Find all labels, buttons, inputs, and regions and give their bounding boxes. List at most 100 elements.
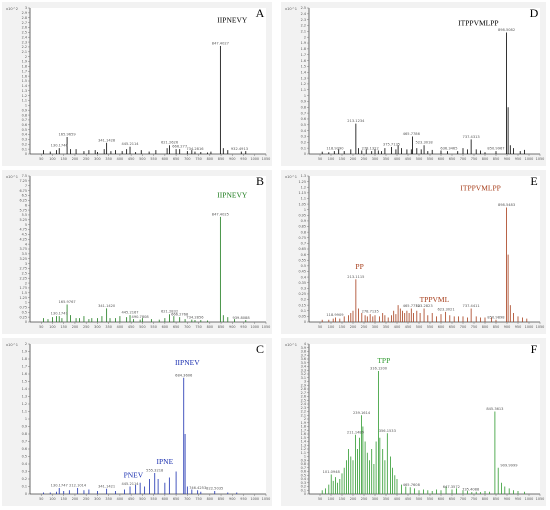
panel-letter: C <box>256 342 264 356</box>
x-tick-label: 1050 <box>536 157 545 161</box>
x-tick-label: 500 <box>416 157 422 161</box>
peptide-annotation: PNEV <box>124 471 144 480</box>
x-tick-label: 150 <box>339 157 345 161</box>
x-tick-label: 600 <box>438 157 444 161</box>
y-tick-label: 6 <box>25 203 27 207</box>
y-tick-label: 1.3 <box>301 76 306 80</box>
y-tick-label: 7 <box>25 184 27 188</box>
x-tick-label: 50 <box>39 325 43 329</box>
y-tick-label: 0.65 <box>298 247 306 251</box>
peak-label: 623.3021 <box>437 307 454 311</box>
x-tick-label: 500 <box>139 325 145 329</box>
x-tick-label: 1050 <box>262 497 271 501</box>
x-tick-label: 350 <box>383 497 389 501</box>
y-tick-label: 0.4 <box>301 275 306 279</box>
y-tick-label: 1.6 <box>22 74 27 78</box>
plot-area <box>309 344 540 494</box>
chart-panel-e: x10^1 0 0.05 0.1 0.15 0.2 0.25 0.3 0.35 0.4 0.45 0.… <box>281 170 546 334</box>
y-tick-label: 0.5 <box>301 264 306 268</box>
x-tick-label: 800 <box>207 157 213 161</box>
x-tick-label: 250 <box>361 497 367 501</box>
y-scale-label: x10^1 <box>6 175 18 179</box>
y-tick-label: 0.7 <box>301 111 306 115</box>
y-tick-label: 1.9 <box>22 60 27 64</box>
y-tick-label: 1.2 <box>22 402 27 406</box>
x-tick-label: 50 <box>39 497 43 501</box>
y-tick-label: 2.6 <box>301 395 306 399</box>
y-tick-label: 1.05 <box>298 202 306 206</box>
peak-label: 130.1747 <box>51 484 68 488</box>
y-tick-label: 2.5 <box>301 398 306 402</box>
peptide-annotation: ITPPVMLPP <box>460 184 500 193</box>
y-tick-label: 1.5 <box>22 380 27 384</box>
y-tick-label: 5.25 <box>19 218 27 222</box>
peak-label: 850.9898 <box>487 315 505 319</box>
peak-label: 735.4088 <box>462 488 480 492</box>
x-tick-label: 700 <box>460 497 466 501</box>
y-tick-label: 1 <box>304 455 306 459</box>
x-tick-label: 100 <box>49 325 55 329</box>
x-tick-label: 650 <box>449 325 455 329</box>
peak-label: 734.2816 <box>186 147 204 151</box>
y-tick-label: 1.4 <box>301 440 306 444</box>
x-tick-label: 150 <box>60 157 66 161</box>
y-tick-label: 2.5 <box>22 272 27 276</box>
y-tick-label: 0 <box>25 320 27 324</box>
x-tick-label: 200 <box>72 325 78 329</box>
y-tick-label: 0.25 <box>298 292 306 296</box>
y-tick-label: 0.4 <box>301 477 306 481</box>
x-tick-label: 900 <box>229 325 235 329</box>
y-tick-label: 0.5 <box>22 455 27 459</box>
x-tick-label: 300 <box>94 157 100 161</box>
peptide-annotation: IPNE <box>157 457 174 466</box>
x-tick-label: 950 <box>240 325 246 329</box>
y-tick-label: 2 <box>25 342 27 346</box>
y-tick-label: 0.2 <box>301 298 306 302</box>
peak-label: 165.9767 <box>59 300 76 304</box>
y-tick-label: 2 <box>304 35 306 39</box>
peptide-annotation: ITPPVMLPP <box>458 19 498 28</box>
y-tick-label: 0.3 <box>22 138 27 142</box>
x-tick-label: 400 <box>117 497 123 501</box>
y-tick-label: 0.1 <box>301 488 306 492</box>
y-tick-label: 1.1 <box>22 410 27 414</box>
y-tick-label: 0.3 <box>22 470 27 474</box>
x-tick-label: 650 <box>173 497 179 501</box>
y-tick-label: 0.9 <box>22 108 27 112</box>
x-tick-label: 800 <box>207 497 213 501</box>
x-tick-label: 200 <box>350 497 356 501</box>
chart-panel-f: x10^1 0 0.1 0.2 0.3 0.4 0.5 0.6 0.7 0.8 0.9 1 1.1 1.2… <box>281 338 546 506</box>
y-tick-label: 0.25 <box>19 315 27 319</box>
x-tick-label: 650 <box>449 157 455 161</box>
x-tick-label: 300 <box>372 157 378 161</box>
x-tick-label: 750 <box>195 325 201 329</box>
y-tick-label: 0.7 <box>22 440 27 444</box>
peak-label: 445.2114 <box>121 482 139 486</box>
x-tick-label: 600 <box>438 497 444 501</box>
panel-letter: B <box>256 174 264 188</box>
peak-label: 278.7135 <box>362 310 379 314</box>
x-tick-label: 1000 <box>525 497 534 501</box>
plot-area <box>30 176 266 322</box>
peptide-annotation: PP <box>355 262 363 271</box>
y-tick-label: 0.1 <box>22 147 27 151</box>
x-tick-label: 1000 <box>525 325 534 329</box>
y-tick-label: 0.7 <box>301 466 306 470</box>
y-tick-label: 3.25 <box>19 257 27 261</box>
x-tick-label: 950 <box>240 157 246 161</box>
peptide-annotation: IIPNEV <box>175 358 200 367</box>
x-tick-label: 1050 <box>536 325 545 329</box>
x-tick-label: 50 <box>318 497 322 501</box>
y-tick-label: 2.4 <box>301 12 306 16</box>
x-tick-label: 350 <box>105 157 111 161</box>
x-tick-label: 850 <box>493 325 499 329</box>
y-tick-label: 6.25 <box>19 199 27 203</box>
y-tick-label: 2.9 <box>301 383 306 387</box>
x-tick-label: 450 <box>405 497 411 501</box>
x-tick-label: 250 <box>83 325 89 329</box>
y-tick-label: 4 <box>25 242 27 246</box>
y-tick-label: 2.3 <box>301 406 306 410</box>
y-tick-label: 4 <box>304 342 306 346</box>
y-tick-label: 1.2 <box>301 82 306 86</box>
y-tick-label: 0.8 <box>22 113 27 117</box>
